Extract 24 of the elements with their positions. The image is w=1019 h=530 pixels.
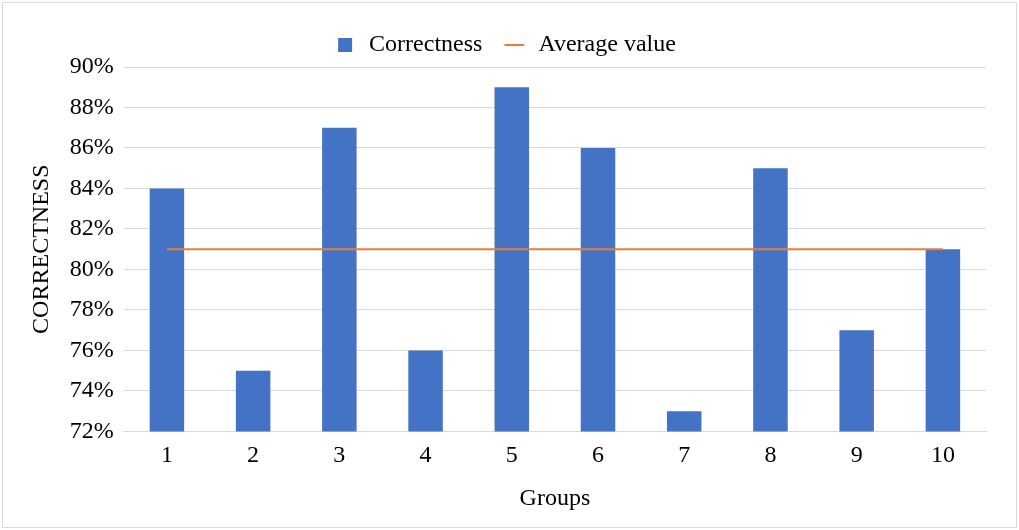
- x-tick-label: 7: [678, 441, 691, 468]
- y-tick-label: 76%: [69, 335, 114, 362]
- y-tick-label: 72%: [69, 416, 114, 443]
- x-tick-label: 5: [505, 441, 518, 468]
- x-tick-label: 3: [333, 441, 346, 468]
- x-axis-title: Groups: [519, 483, 591, 510]
- x-tick-label: 8: [764, 441, 777, 468]
- y-tick-label: 74%: [69, 376, 114, 403]
- y-tick-label: 88%: [69, 92, 114, 119]
- legend-label: Correctness: [369, 30, 483, 57]
- x-tick-label: 9: [850, 441, 863, 468]
- y-axis-title: CORRECTNESS: [26, 164, 53, 334]
- y-tick-label: 86%: [69, 133, 114, 160]
- x-tick-label: 1: [160, 441, 173, 468]
- x-tick-label: 4: [419, 441, 432, 468]
- legend-label: Average value: [538, 30, 676, 57]
- x-tick-label: 6: [592, 441, 605, 468]
- x-tick-label: 10: [930, 441, 955, 468]
- y-tick-label: 80%: [69, 254, 114, 281]
- x-tick-label: 2: [247, 441, 260, 468]
- y-tick-label: 82%: [69, 214, 114, 241]
- y-tick-label: 90%: [69, 52, 114, 79]
- y-tick-label: 84%: [69, 173, 114, 200]
- y-tick-label: 78%: [69, 295, 114, 322]
